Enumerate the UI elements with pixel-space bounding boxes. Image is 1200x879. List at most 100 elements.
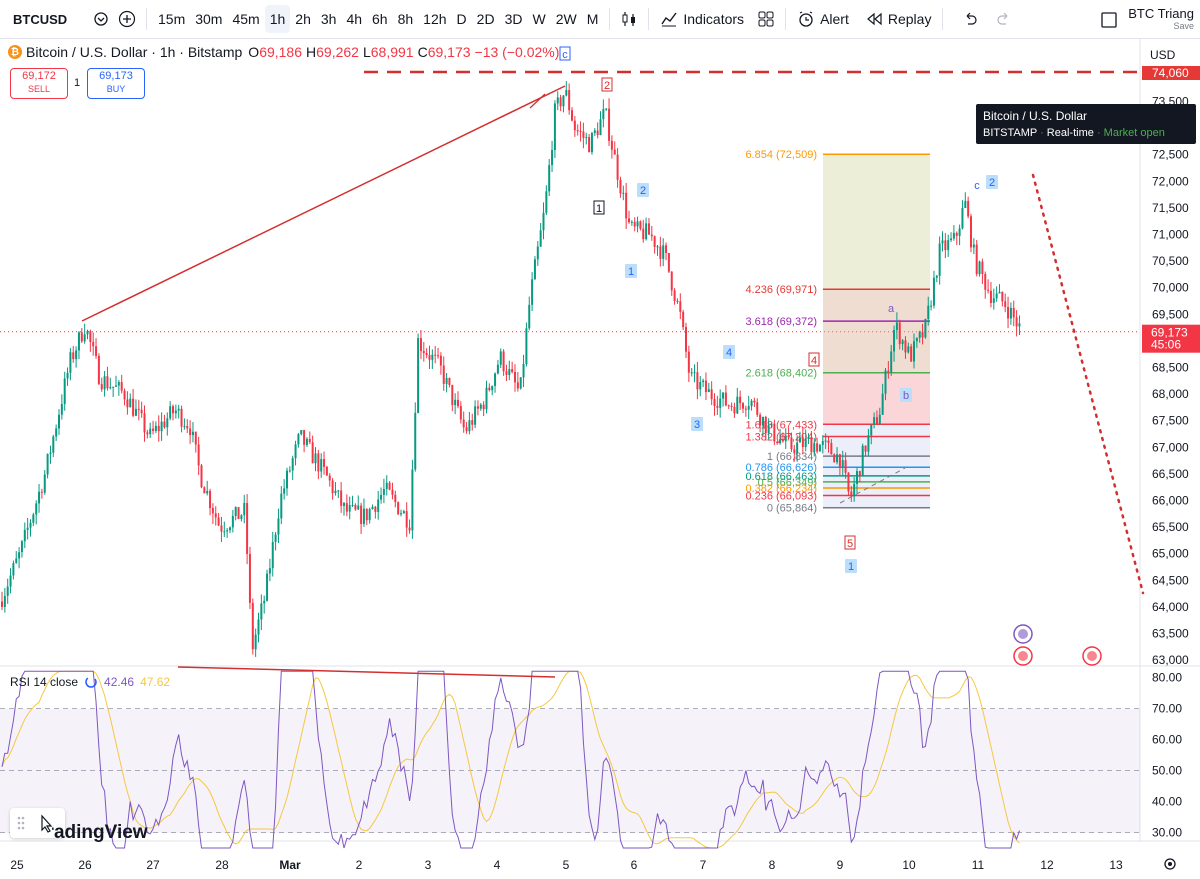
interval-M[interactable]: M (586, 11, 599, 27)
interval-3h[interactable]: 3h (320, 11, 337, 27)
redo-icon[interactable] (991, 6, 1017, 32)
wave-label[interactable]: b (900, 388, 912, 402)
replay-button[interactable]: Replay (860, 5, 937, 33)
symbol-info-icon[interactable] (88, 6, 114, 32)
indicators-button[interactable]: Indicators (655, 5, 749, 33)
candle-body (266, 573, 269, 601)
candle-body (793, 449, 796, 454)
candle-body (214, 513, 217, 518)
currency-label[interactable]: USD (1150, 48, 1176, 62)
wave-label[interactable]: 2 (986, 175, 998, 189)
wave-label[interactable]: a (888, 303, 895, 315)
rsi-divergence-line[interactable] (177, 666, 556, 678)
interval-4h[interactable]: 4h (346, 11, 363, 27)
candle-body (268, 568, 271, 574)
projection-dotted-line[interactable] (1031, 173, 1145, 595)
wave-label[interactable]: c (974, 180, 980, 192)
templates-grid-icon[interactable] (753, 6, 779, 32)
candle-body (12, 563, 15, 576)
price-tick: 64,000 (1152, 600, 1189, 614)
wave-label[interactable]: 2 (637, 183, 649, 197)
candle-body (491, 385, 494, 391)
candle-body (935, 275, 938, 278)
interval-30m[interactable]: 30m (195, 11, 223, 27)
symbol-search[interactable]: BTCUSD (13, 11, 68, 27)
interval-6h[interactable]: 6h (372, 11, 388, 27)
candle-body (75, 350, 78, 360)
candle-body (308, 438, 311, 443)
wave-label[interactable]: 5 (844, 535, 856, 550)
drag-handle[interactable] (10, 808, 65, 838)
interval-12h[interactable]: 12h (423, 11, 447, 27)
price-chart[interactable]: 6.854 (72,509) 4.236 (69,971) 3.618 (69,37… (0, 38, 1200, 879)
candle-body (377, 499, 380, 512)
interval-3D[interactable]: 3D (504, 11, 523, 27)
alert-button[interactable]: Alert (792, 5, 854, 33)
wave-label[interactable]: 3 (691, 417, 703, 431)
candle-body (856, 471, 858, 484)
buy-button[interactable]: 69,173 BUY (87, 68, 145, 99)
buy-price: 69,173 (99, 70, 133, 82)
candle-body (930, 305, 933, 307)
candle-body (679, 301, 682, 312)
compare-add-icon[interactable] (114, 6, 140, 32)
candle-body (154, 425, 157, 431)
interval-2h[interactable]: 2h (295, 11, 311, 27)
candle-body (9, 575, 12, 587)
rsi-pane (1, 666, 1020, 849)
candle-body (286, 470, 288, 489)
candles-chart-type-icon[interactable] (616, 6, 642, 32)
candle-body (220, 525, 223, 532)
candle-body (915, 337, 918, 342)
tooltip-name: Bitcoin / U.S. Dollar (983, 109, 1088, 123)
layout-menu[interactable]: BTC Triang Save (1100, 7, 1194, 33)
candle-body (92, 342, 95, 347)
rewind-icon (866, 12, 882, 26)
interval-D[interactable]: D (456, 11, 467, 27)
candle-body (972, 244, 975, 248)
fib-level-label: 2.618 (68,402) (745, 368, 817, 380)
sell-button[interactable]: 69,172 SELL (10, 68, 68, 99)
interval-15m[interactable]: 15m (158, 11, 186, 27)
wave-label[interactable]: 2 (601, 77, 613, 92)
interval-2D[interactable]: 2D (476, 11, 495, 27)
us-flag-event-icon[interactable] (1013, 646, 1033, 666)
interval-1h[interactable]: 1h (264, 5, 291, 33)
wave-label[interactable]: 1 (625, 264, 637, 278)
candle-body (60, 403, 63, 415)
symbol-tooltip: Bitcoin / U.S. Dollar BITSTAMP · Real-ti… (976, 104, 1196, 144)
wave-label[interactable]: 4 (723, 345, 735, 359)
candle-body (867, 435, 870, 452)
candle-body (431, 354, 434, 360)
sell-price: 69,172 (22, 70, 56, 82)
undo-icon[interactable] (957, 6, 983, 32)
candle-body (129, 398, 132, 408)
loading-spinner-icon (85, 676, 97, 688)
rsi-tick: 30.00 (1152, 826, 1182, 840)
trend-line[interactable] (81, 85, 566, 322)
candle-body (981, 261, 984, 274)
rsi-label[interactable]: RSI 14 close (10, 675, 79, 689)
interval-8h[interactable]: 8h (397, 11, 414, 27)
fib-level-label: 0.236 (66,093) (745, 491, 817, 503)
wave-label[interactable]: 4 (808, 352, 820, 367)
candle-body (15, 558, 18, 564)
series-title[interactable]: Bitcoin / U.S. Dollar · 1h · Bitstamp (26, 44, 243, 60)
wave-label[interactable]: 1 (845, 559, 857, 573)
ideas-event-icon[interactable] (1013, 624, 1033, 644)
quantity[interactable]: 1 (74, 77, 81, 89)
rsi-tick: 50.00 (1152, 764, 1182, 778)
candle-body (157, 425, 160, 432)
interval-2W[interactable]: 2W (555, 11, 577, 27)
candle-body (995, 293, 998, 299)
interval-W[interactable]: W (532, 11, 546, 27)
trend-line[interactable] (529, 93, 546, 109)
interval-45m[interactable]: 45m (232, 11, 260, 27)
wave-label[interactable]: c (559, 46, 571, 61)
settings-gear-icon[interactable] (1164, 858, 1176, 870)
candle-body (52, 436, 55, 453)
us-flag-event-icon[interactable] (1082, 646, 1102, 666)
candle-body (878, 414, 881, 424)
wave-label[interactable]: 1 (593, 200, 605, 215)
